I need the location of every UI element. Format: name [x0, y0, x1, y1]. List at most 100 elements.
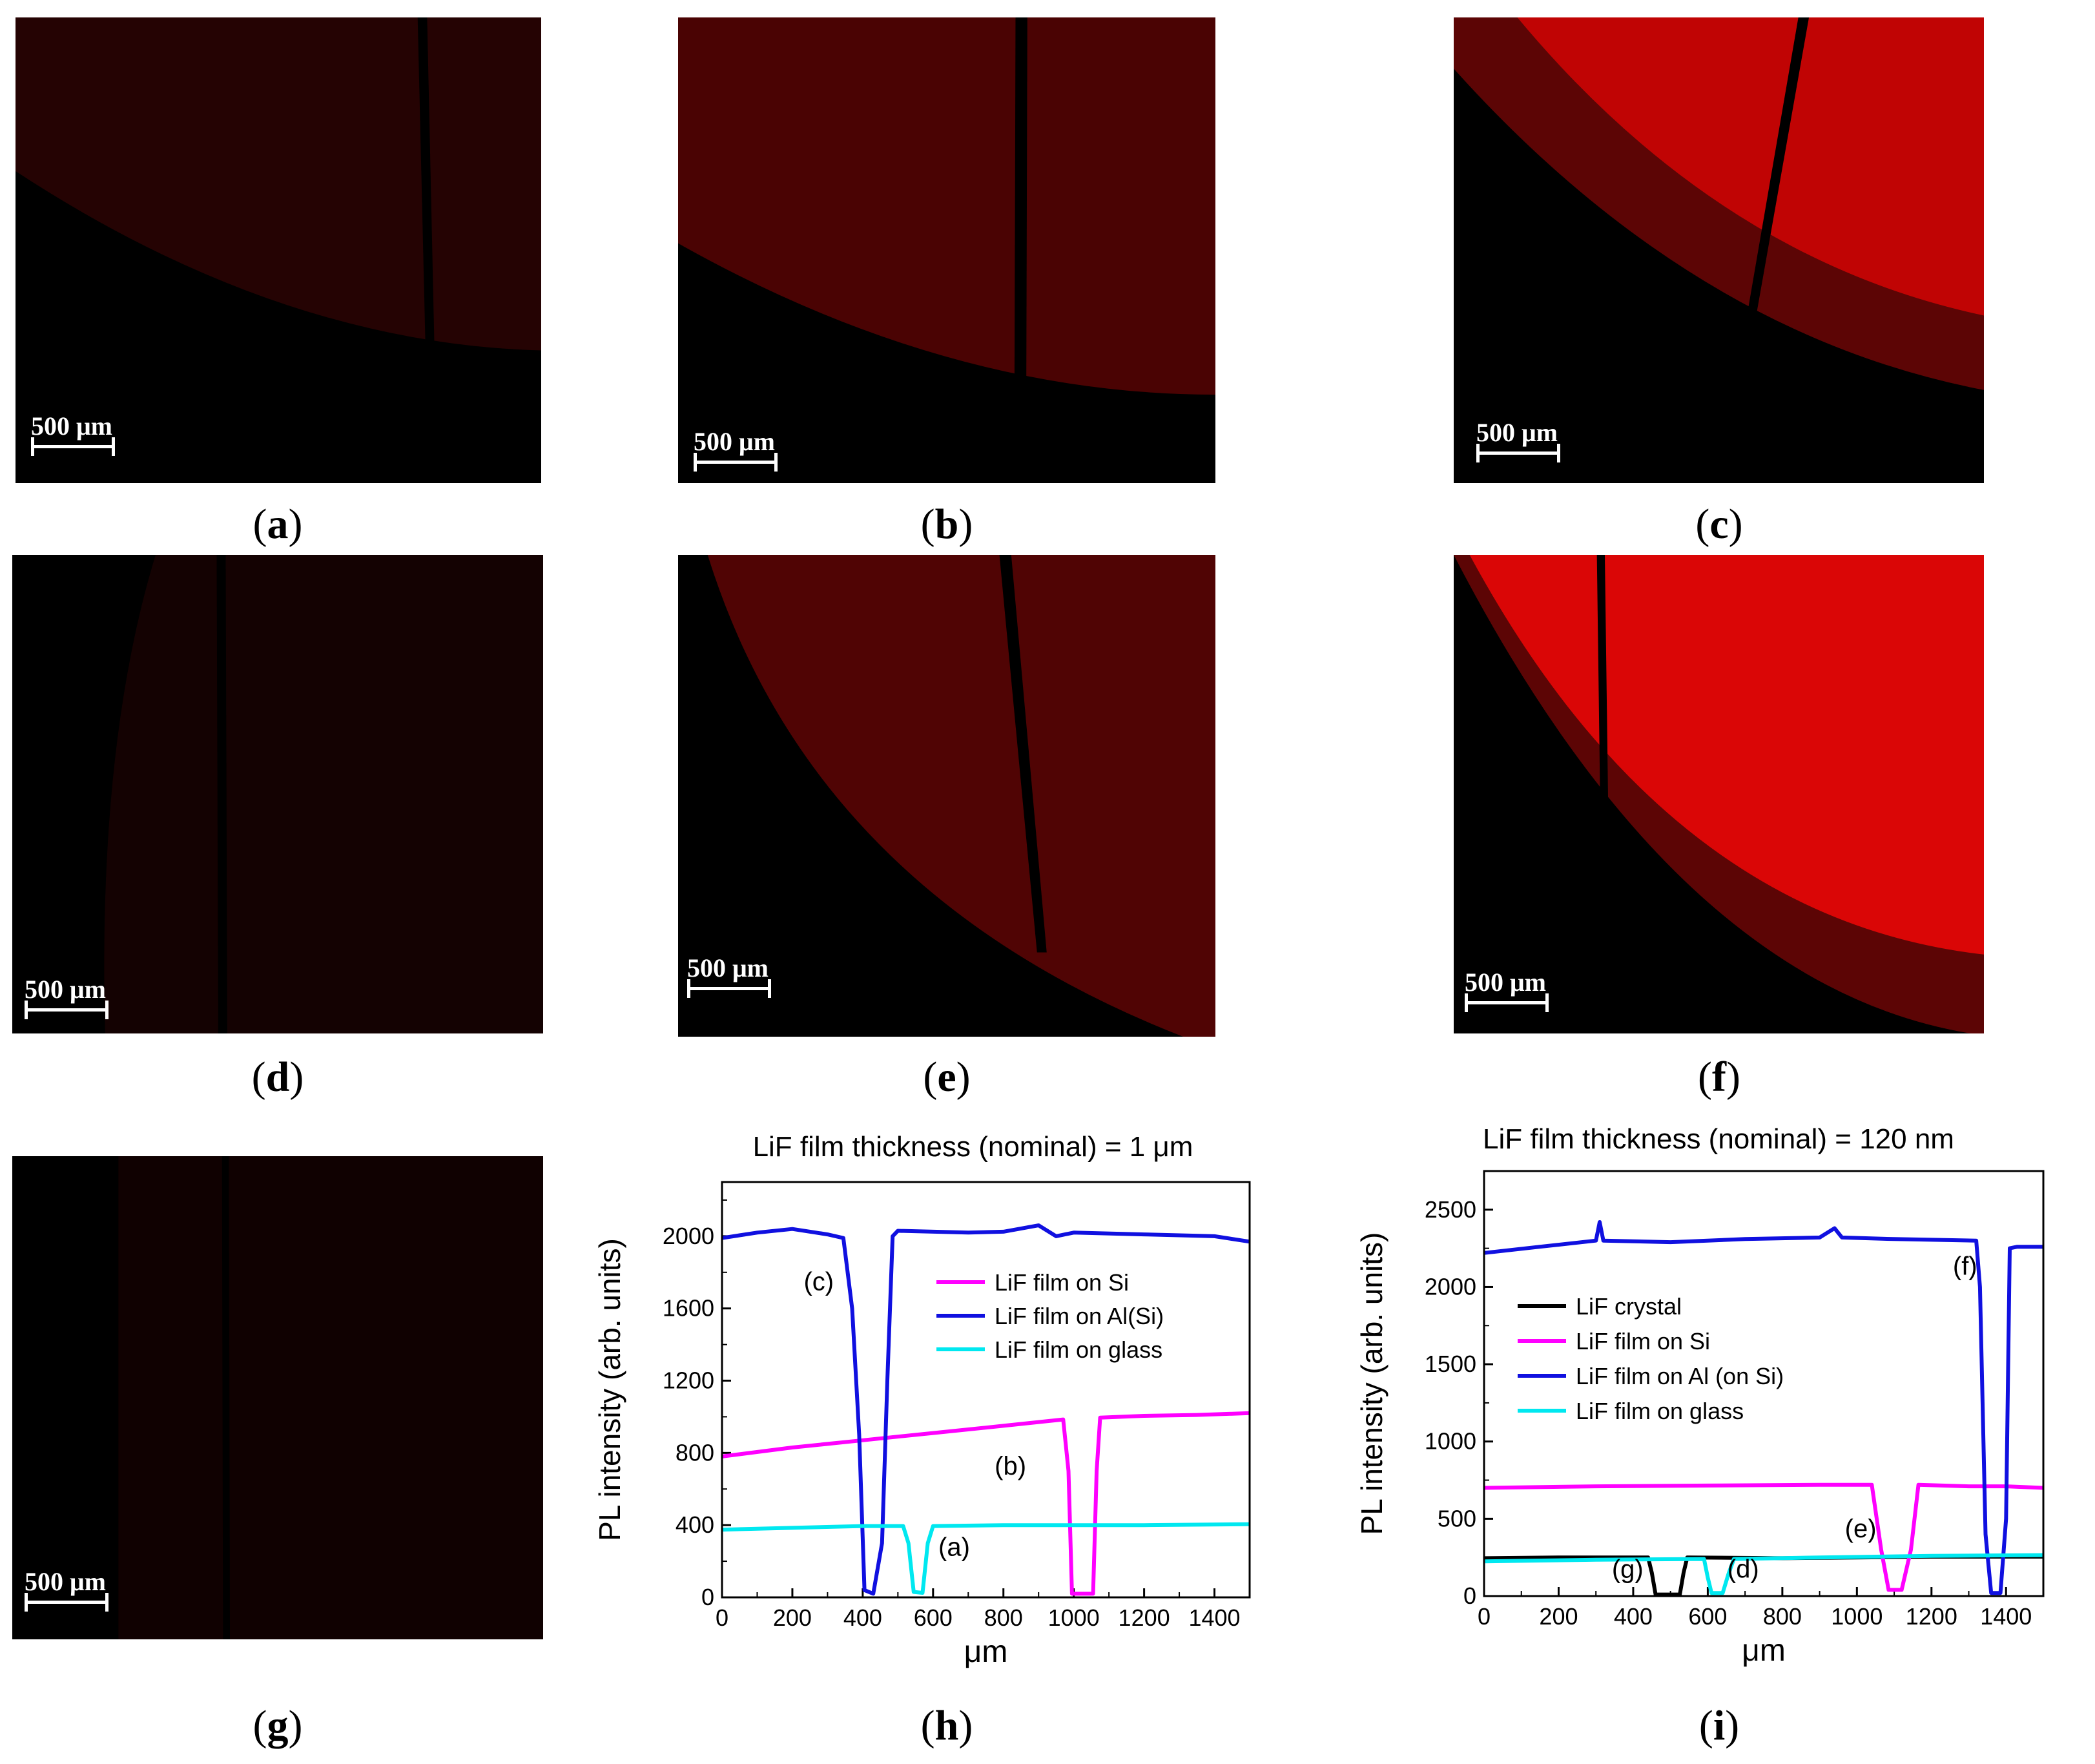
scale-bar-tick — [774, 453, 778, 472]
curve-annotation: (b) — [995, 1452, 1026, 1480]
scale-bar-line — [25, 1001, 108, 1019]
scale-bar-tick — [768, 979, 771, 998]
scale-bar-line — [31, 437, 115, 456]
x-tick-label: 200 — [1539, 1603, 1578, 1630]
scale-bar-e: 500 μm — [687, 953, 784, 998]
x-tick-label: 1400 — [1188, 1604, 1240, 1631]
y-tick-label: 1500 — [1425, 1351, 1476, 1377]
scale-bar-b: 500 μm — [694, 426, 790, 472]
scale-bar-tick — [105, 1001, 108, 1019]
scale-bar-line — [687, 979, 771, 998]
panel-label-letter: i — [1713, 1702, 1726, 1749]
legend-label: LiF film on Si — [995, 1269, 1129, 1296]
y-tick-label: 400 — [676, 1511, 714, 1538]
panel-label-letter: c — [1709, 501, 1729, 548]
panel-label-letter: a — [267, 501, 289, 548]
scale-bar-tick — [687, 979, 690, 998]
chart-title: LiF film thickness (nominal) = 1 μm — [753, 1131, 1193, 1163]
micrograph-f — [1454, 555, 1984, 1033]
x-tick-label: 1000 — [1831, 1603, 1883, 1630]
y-tick-label: 800 — [676, 1439, 714, 1466]
x-tick-label: 400 — [843, 1604, 882, 1631]
y-axis-label: PL intensity (arb. units) — [1355, 1232, 1388, 1535]
y-tick-label: 2500 — [1425, 1196, 1476, 1223]
series-line-lif-film-on-si — [1483, 1482, 2044, 1592]
x-tick-label: 1200 — [1119, 1604, 1170, 1631]
scale-bar-tick — [25, 1001, 28, 1019]
x-tick-label: 600 — [1688, 1603, 1727, 1630]
panel-label-i: (i) — [1698, 1702, 1740, 1749]
legend-label: LiF film on Al(Si) — [995, 1303, 1164, 1329]
panel-label-letter: f — [1712, 1053, 1726, 1101]
y-tick-label: 2000 — [663, 1223, 714, 1249]
scale-bar-label: 500 μm — [31, 411, 112, 441]
panel-label-letter: e — [937, 1053, 956, 1101]
scale-bar-label: 500 μm — [1465, 968, 1546, 997]
scale-bar-label: 500 μm — [25, 1567, 106, 1596]
panel-label-c: (c) — [1695, 501, 1743, 548]
x-tick-label: 1000 — [1048, 1604, 1100, 1631]
scale-bar-label: 500 μm — [1476, 418, 1558, 447]
y-axis-label: PL intensity (arb. units) — [593, 1238, 626, 1541]
curve-annotation: (f) — [1953, 1252, 1977, 1280]
scale-bar-tick — [1557, 444, 1560, 462]
series-line-lif-film-on-al-on-si- — [1483, 1220, 2043, 1595]
scale-bar-tick — [1545, 993, 1549, 1012]
micrograph-d — [12, 555, 543, 1033]
series-line-lif-film-on-al-si- — [721, 1223, 1250, 1596]
panel-label-letter: g — [267, 1702, 289, 1749]
scale-bar-f: 500 μm — [1465, 967, 1562, 1012]
x-tick-label: 800 — [984, 1604, 1023, 1631]
panel-label-letter: b — [934, 501, 959, 548]
scale-bar-tick — [112, 437, 115, 456]
curve-annotation: (a) — [938, 1533, 970, 1562]
y-tick-label: 0 — [701, 1584, 714, 1610]
chart-h: LiF film thickness (nominal) = 1 μm 0 200 4… — [581, 1117, 1266, 1686]
x-tick-label: 1200 — [1906, 1603, 1957, 1630]
legend-label: LiF film on Si — [1576, 1328, 1710, 1354]
x-tick-label: 800 — [1763, 1603, 1802, 1630]
y-tick-label: 1200 — [663, 1367, 714, 1394]
y-tick-label: 1600 — [663, 1295, 714, 1322]
scale-bar-tick — [1476, 444, 1480, 462]
panel-label-f: (f) — [1698, 1053, 1740, 1101]
panel-label-e: (e) — [923, 1053, 971, 1101]
legend-label: LiF film on glass — [1576, 1398, 1744, 1424]
scale-bar-line — [25, 1593, 108, 1612]
x-tick-label: 600 — [914, 1604, 953, 1631]
scale-bar-line — [1476, 444, 1560, 462]
x-tick-label: 0 — [716, 1604, 728, 1631]
chart-i: LiF film thickness (nominal) = 120 nm 0 20… — [1330, 1111, 2086, 1692]
x-tick-label: 200 — [773, 1604, 812, 1631]
scale-bar-line — [694, 453, 778, 472]
scale-bar-d: 500 μm — [25, 974, 121, 1019]
panel-label-g: (g) — [253, 1702, 303, 1749]
legend-label: LiF film on glass — [995, 1336, 1162, 1363]
scale-bar-tick — [694, 453, 697, 472]
curve-annotation: (e) — [1845, 1515, 1877, 1543]
x-axis-label: μm — [964, 1635, 1008, 1669]
micrograph-a — [15, 17, 541, 483]
micrograph-e — [678, 555, 1215, 1037]
y-tick-label: 500 — [1438, 1505, 1476, 1531]
curve-annotation: (d) — [1728, 1555, 1759, 1583]
x-tick-label: 1400 — [1980, 1603, 2032, 1630]
scale-bar-g: 500 μm — [25, 1566, 121, 1612]
legend-label: LiF film on Al (on Si) — [1576, 1363, 1784, 1389]
curve-annotation: (g) — [1612, 1555, 1644, 1583]
scale-bar-tick — [105, 1593, 108, 1612]
legend-label: LiF crystal — [1576, 1293, 1682, 1320]
chart-title: LiF film thickness (nominal) = 120 nm — [1483, 1123, 1954, 1155]
scale-bar-label: 500 μm — [687, 953, 769, 982]
x-axis-label: μm — [1742, 1634, 1786, 1668]
panel-label-h: (h) — [920, 1702, 973, 1749]
scale-bar-tick — [1465, 993, 1468, 1012]
panel-label-letter: d — [265, 1053, 290, 1101]
y-tick-label: 2000 — [1425, 1273, 1476, 1300]
scale-bar-label: 500 μm — [694, 427, 775, 456]
plot-frame — [721, 1181, 1251, 1599]
curve-annotation: (c) — [803, 1268, 834, 1296]
series-line-lif-film-on-si — [721, 1411, 1250, 1596]
micrograph-b — [678, 17, 1215, 483]
scale-bar-tick — [31, 437, 34, 456]
